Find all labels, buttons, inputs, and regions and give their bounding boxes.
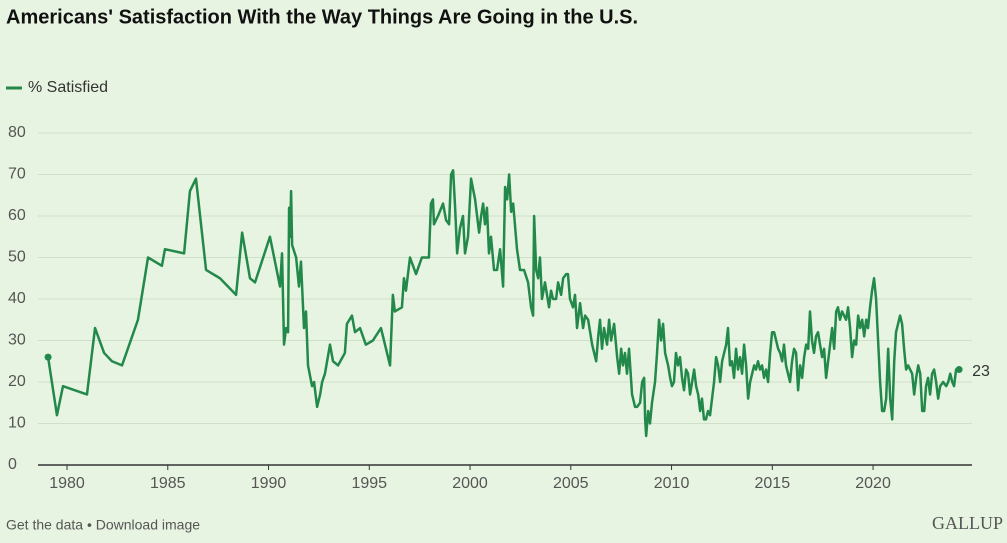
y-tick-label: 20 [8,373,26,390]
x-tick-label: 2010 [654,475,690,492]
y-tick-label: 0 [8,456,17,473]
end-value-label: 23 [972,363,990,380]
y-tick-label: 10 [8,415,26,432]
end-point [955,366,963,374]
x-tick-label: 1995 [351,475,387,492]
y-tick-label: 60 [8,207,26,224]
x-tick-label: 1990 [251,475,287,492]
y-tick-label: 30 [8,332,26,349]
brand-logo: GALLUP [932,513,1003,533]
data-line [46,169,960,438]
x-tick-label: 2020 [855,475,891,492]
legend-label: % Satisfied [28,79,108,96]
y-tick-label: 80 [8,124,26,141]
x-tick-label: 1985 [150,475,186,492]
end-point [44,353,52,361]
x-tick-label: 2000 [452,475,488,492]
y-tick-label: 40 [8,290,26,307]
x-tick-label: 2015 [755,475,791,492]
x-tick-label: 2005 [553,475,589,492]
footer-links[interactable]: Get the data • Download image [6,517,200,533]
x-tick-label: 1980 [49,475,85,492]
y-tick-label: 70 [8,166,26,183]
y-tick-label: 50 [8,249,26,266]
chart-title: Americans' Satisfaction With the Way Thi… [6,6,638,28]
